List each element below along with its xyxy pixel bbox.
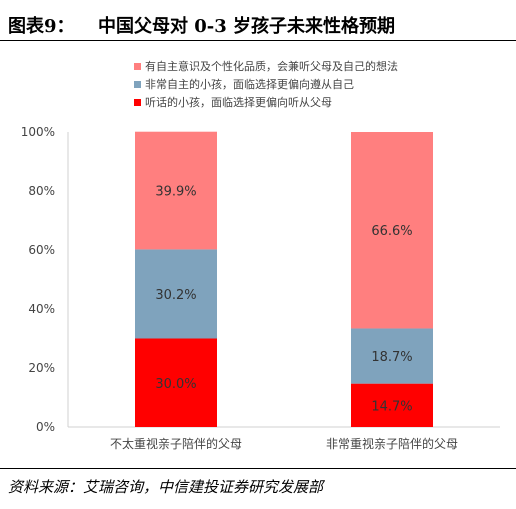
title-divider bbox=[0, 40, 516, 41]
legend-label: 非常自主的小孩，面临选择更偏向遵从自己 bbox=[145, 77, 354, 91]
legend-swatch bbox=[134, 81, 141, 88]
figure-label: 图表9： bbox=[8, 16, 75, 37]
bar-segment bbox=[351, 132, 433, 329]
bar-segment bbox=[135, 338, 217, 427]
x-tick-label: 非常重视亲子陪伴的父母 bbox=[326, 436, 458, 451]
figure-title-text: 中国父母对 0-3 岁孩子未来性格预期 bbox=[98, 16, 396, 37]
data-label: 18.7% bbox=[371, 350, 412, 365]
bar-segment bbox=[135, 249, 217, 339]
legend-swatch bbox=[134, 99, 141, 106]
data-label: 66.6% bbox=[371, 224, 412, 239]
bar-segment bbox=[351, 328, 433, 384]
data-label: 30.2% bbox=[155, 288, 196, 303]
legend-label: 有自主意识及个性化品质，会兼听父母及自己的想法 bbox=[145, 59, 398, 73]
y-tick-label: 100% bbox=[21, 125, 55, 139]
bar-segment bbox=[351, 383, 433, 427]
y-tick-label: 20% bbox=[28, 361, 55, 375]
legend-label: 听话的小孩，面临选择更偏向听从父母 bbox=[145, 95, 332, 109]
source-note: 资料来源：艾瑞咨询，中信建投证券研究发展部 bbox=[8, 478, 324, 496]
legend-swatch bbox=[134, 63, 141, 70]
y-tick-label: 0% bbox=[36, 420, 55, 434]
bar-segment bbox=[135, 131, 217, 250]
data-label: 39.9% bbox=[155, 185, 196, 200]
data-label: 30.0% bbox=[155, 377, 196, 392]
source-divider bbox=[0, 468, 516, 469]
stacked-bar-chart: 有自主意识及个性化品质，会兼听父母及自己的想法非常自主的小孩，面临选择更偏向遵从… bbox=[21, 59, 500, 451]
x-tick-label: 不太重视亲子陪伴的父母 bbox=[110, 436, 242, 451]
y-tick-label: 80% bbox=[28, 184, 55, 198]
data-label: 14.7% bbox=[371, 399, 412, 414]
figure-title: 图表9： 中国父母对 0-3 岁孩子未来性格预期 bbox=[0, 0, 516, 40]
y-tick-label: 60% bbox=[28, 243, 55, 257]
y-tick-label: 40% bbox=[28, 302, 55, 316]
